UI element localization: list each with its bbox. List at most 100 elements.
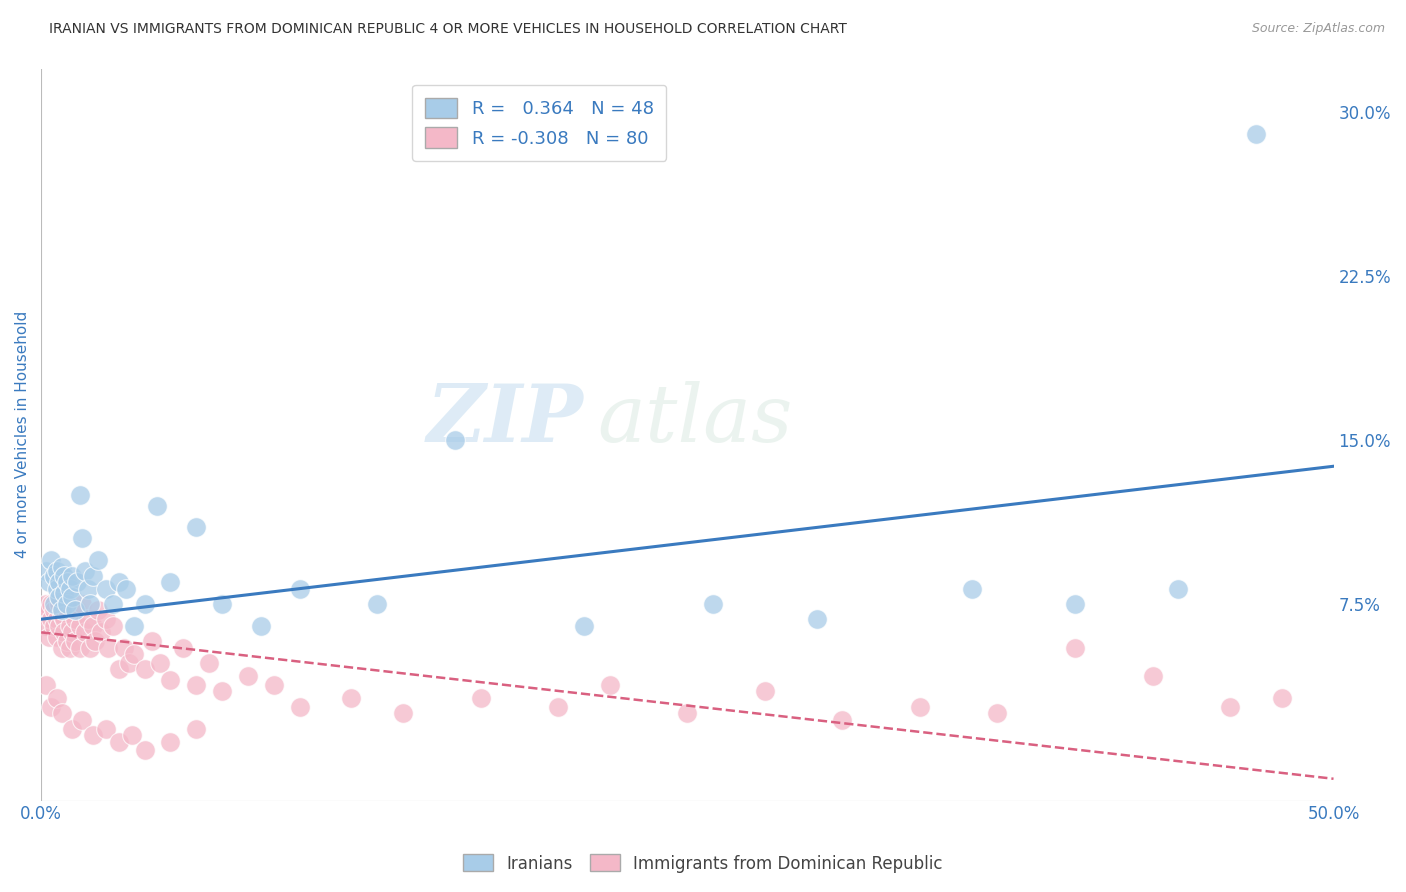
Point (41, 597, 63, 611)
Point (45, 612, 67, 626)
Point (90, 625, 112, 640)
Point (72, 532, 94, 546)
Point (87, 553, 110, 567)
Point (45, 690, 67, 705)
Point (97, 640, 120, 655)
Point (141, 634, 163, 648)
Point (1271, 690, 1294, 705)
Point (82, 568, 104, 582)
Point (66, 603, 89, 617)
Point (1142, 669, 1164, 683)
Point (103, 619, 125, 633)
Point (73, 564, 96, 578)
Point (149, 656, 172, 670)
Point (103, 597, 125, 611)
Point (134, 597, 156, 611)
Point (63, 603, 86, 617)
Point (115, 582, 138, 596)
Point (35, 564, 58, 578)
Point (56, 634, 79, 648)
Point (73, 625, 96, 640)
Point (38, 575, 60, 590)
Text: Source: ZipAtlas.com: Source: ZipAtlas.com (1251, 22, 1385, 36)
Point (41, 699, 63, 714)
Text: IRANIAN VS IMMIGRANTS FROM DOMINICAN REPUBLIC 4 OR MORE VEHICLES IN HOUSEHOLD CO: IRANIAN VS IMMIGRANTS FROM DOMINICAN REP… (49, 22, 846, 37)
Point (122, 647, 145, 661)
Point (263, 678, 285, 692)
Point (831, 713, 853, 727)
Point (51, 559, 73, 574)
Point (58, 582, 80, 596)
Point (60, 568, 83, 582)
Point (1064, 640, 1087, 655)
Point (1219, 699, 1241, 714)
Point (38, 603, 60, 617)
Point (159, 734, 181, 748)
Point (56, 575, 79, 590)
Point (443, 433, 465, 447)
Point (134, 663, 156, 677)
Point (76, 582, 98, 596)
Point (42, 603, 65, 617)
Point (56, 597, 79, 611)
Point (1064, 597, 1087, 611)
Point (118, 656, 141, 670)
Point (60, 625, 83, 640)
Point (806, 612, 828, 626)
Point (35, 597, 58, 611)
Point (547, 699, 569, 714)
Point (94, 582, 117, 596)
Point (107, 663, 129, 677)
Point (53, 625, 76, 640)
Point (172, 640, 194, 655)
Point (960, 582, 983, 596)
Point (211, 597, 233, 611)
Point (32, 607, 55, 622)
Point (45, 630, 67, 644)
Point (676, 706, 699, 721)
Point (82, 728, 104, 742)
Point (48, 591, 70, 605)
Point (69, 488, 91, 502)
Point (56, 603, 79, 617)
Point (986, 706, 1008, 721)
Point (198, 656, 221, 670)
Point (48, 575, 70, 590)
Point (42, 568, 65, 582)
Point (288, 699, 311, 714)
Point (112, 640, 135, 655)
Point (122, 619, 145, 633)
Point (45, 582, 67, 596)
Legend: R =   0.364   N = 48, R = -0.308   N = 80: R = 0.364 N = 48, R = -0.308 N = 80 (412, 85, 666, 161)
Point (60, 722, 83, 736)
Point (63, 612, 86, 626)
Point (45, 564, 67, 578)
Point (53, 586, 76, 600)
Point (38, 630, 60, 644)
Point (35, 619, 58, 633)
Point (79, 640, 101, 655)
Point (1167, 582, 1189, 596)
Point (186, 520, 208, 534)
Point (35, 678, 58, 692)
Legend: Iranians, Immigrants from Dominican Republic: Iranians, Immigrants from Dominican Repu… (457, 847, 949, 880)
Point (66, 575, 89, 590)
Point (340, 690, 363, 705)
Point (82, 619, 104, 633)
Point (94, 722, 117, 736)
Point (48, 619, 70, 633)
Point (754, 684, 776, 698)
Point (69, 640, 91, 655)
Point (107, 734, 129, 748)
Point (908, 699, 931, 714)
Point (392, 706, 415, 721)
Text: atlas: atlas (596, 381, 792, 458)
Point (42, 619, 65, 633)
Point (186, 722, 208, 736)
Point (72, 597, 94, 611)
Point (87, 603, 110, 617)
Point (250, 619, 273, 633)
Point (51, 607, 73, 622)
Y-axis label: 4 or more Vehicles in Household: 4 or more Vehicles in Household (15, 311, 30, 558)
Point (159, 673, 181, 688)
